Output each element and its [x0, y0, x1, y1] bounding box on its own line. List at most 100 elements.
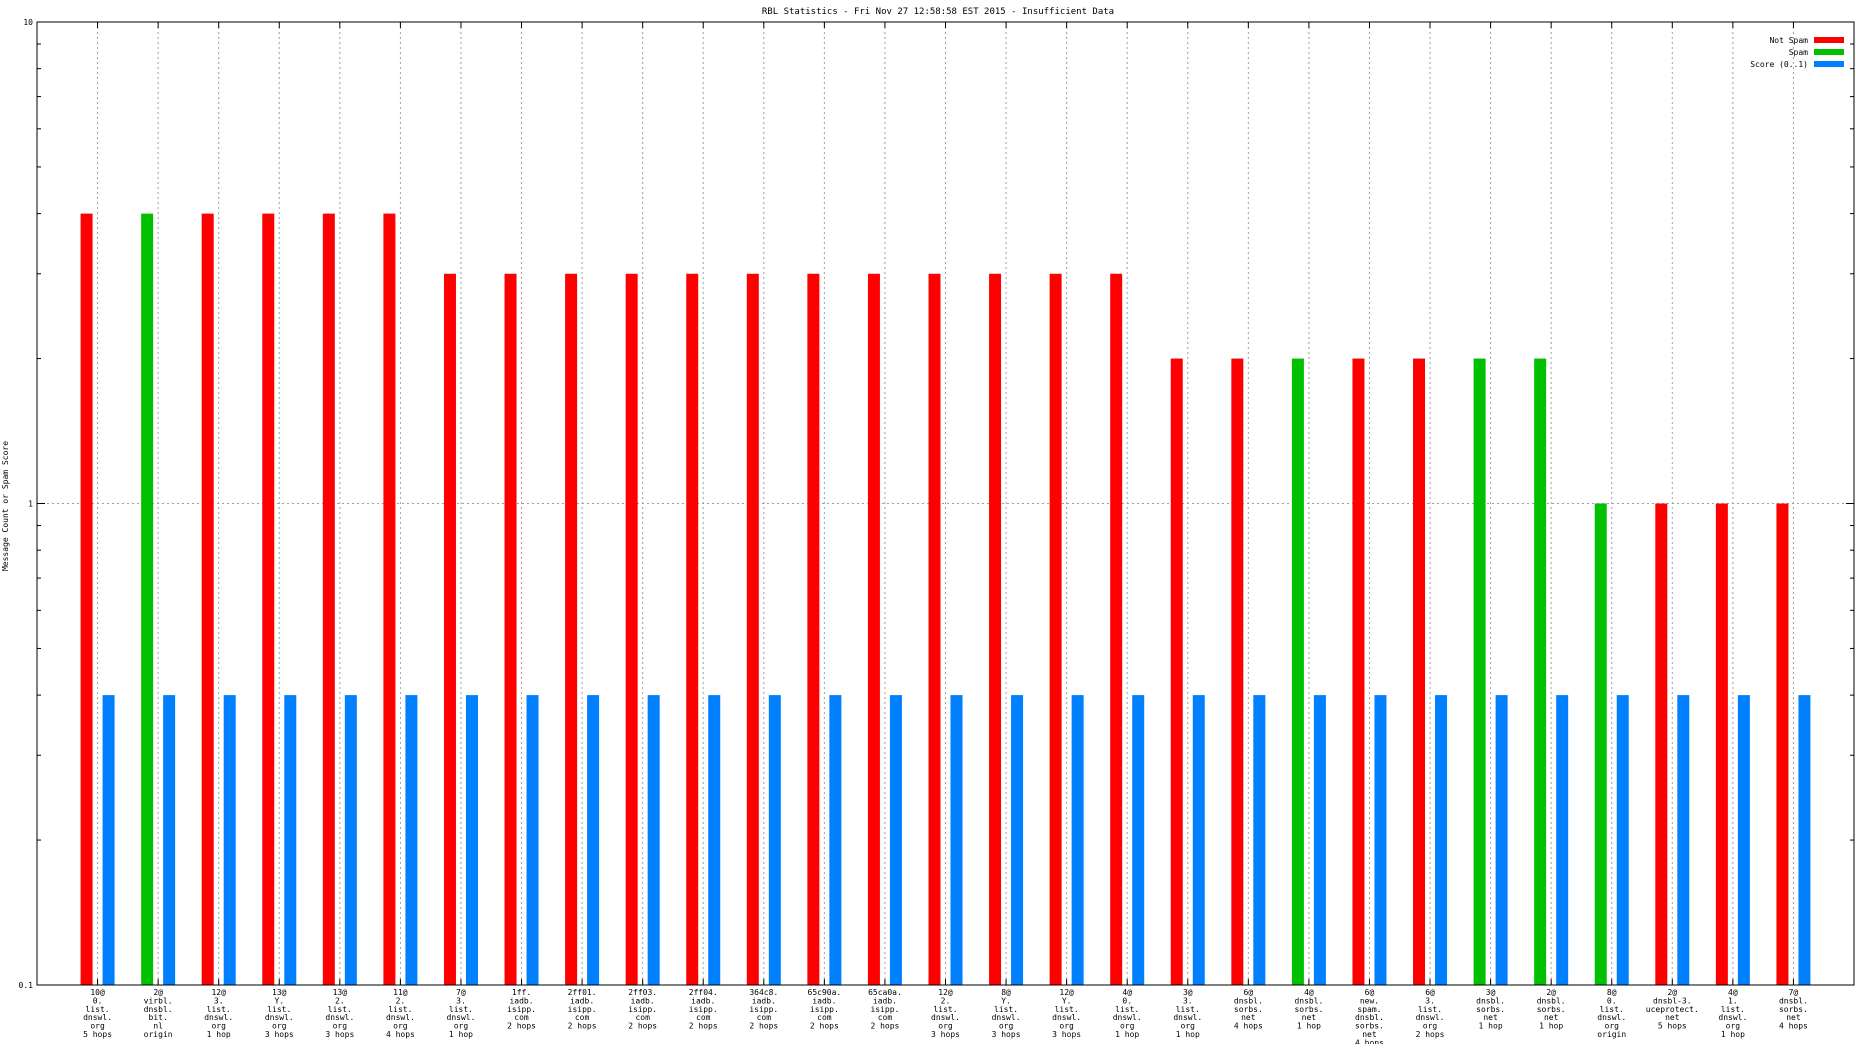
x-tick-label-line: origin: [144, 1030, 173, 1039]
x-tick-label-line: org: [999, 1022, 1014, 1031]
x-tick-label-line: 3@: [1183, 988, 1193, 997]
bar-not-spam: [1776, 503, 1789, 985]
x-tick-label: 6@ dnsbl. sorbs. net 4 hops: [1234, 988, 1263, 1031]
bar-score: [223, 695, 236, 985]
x-tick-label-line: 3.: [214, 996, 224, 1005]
x-tick-label-line: spam.: [1357, 1005, 1381, 1014]
bar-score: [587, 695, 600, 985]
x-tick-label-line: 2 hops: [870, 1022, 899, 1031]
x-tick-label-line: 2 hops: [628, 1022, 657, 1031]
bar-not-spam: [1231, 358, 1244, 985]
bar-spam: [1534, 358, 1547, 985]
x-tick-label-line: 2ff04.: [689, 988, 718, 997]
x-tick-label-line: bit.: [149, 1013, 168, 1022]
x-tick-label-line: 3 hops: [265, 1030, 294, 1039]
x-tick-label-line: list.: [328, 1005, 352, 1014]
bar-not-spam: [443, 273, 456, 985]
x-tick-label-line: 2.: [396, 996, 406, 1005]
bar-score: [526, 695, 539, 985]
x-tick-label-line: 2ff03.: [628, 988, 657, 997]
bar-not-spam: [928, 273, 941, 985]
bar-score: [284, 695, 297, 985]
chart-title: RBL Statistics - Fri Nov 27 12:58:58 EST…: [762, 7, 1114, 17]
x-tick-label-line: com: [817, 1013, 832, 1022]
x-tick-label-line: com: [575, 1013, 590, 1022]
bar-not-spam: [80, 213, 93, 986]
x-tick-label: 364c8. iadb. isipp. com 2 hops: [749, 988, 778, 1031]
x-tick-label-line: 3 hops: [931, 1030, 960, 1039]
x-tick-label-line: iadb.: [509, 996, 533, 1005]
x-tick-label-line: org: [1059, 1022, 1074, 1031]
bar-score: [647, 695, 660, 985]
x-tick-label-line: dnsbl.: [1537, 996, 1566, 1005]
x-tick-label-line: 3@: [1486, 988, 1496, 997]
bar-spam: [1291, 358, 1304, 985]
x-tick-label-line: dnswl.: [1718, 1013, 1747, 1022]
x-tick-label-line: 65c90a.: [808, 988, 842, 997]
x-tick-label-line: 2 hops: [1416, 1030, 1445, 1039]
x-tick-label-line: dnswl.: [992, 1013, 1021, 1022]
x-tick-label-line: com: [514, 1013, 529, 1022]
x-tick-label-line: dnswl.: [1173, 1013, 1202, 1022]
bar-not-spam: [1413, 358, 1426, 985]
grid-lines: [37, 22, 1854, 985]
x-tick-label: 2@ dnsbl. sorbs. net 1 hop: [1537, 988, 1566, 1031]
x-tick-label-line: org: [1605, 1022, 1620, 1031]
x-tick-label-line: net: [1786, 1013, 1801, 1022]
x-tick-label-line: org: [211, 1022, 226, 1031]
bar-score: [465, 695, 478, 985]
x-tick-label-line: net: [1362, 1030, 1377, 1039]
x-tick-label-line: isipp.: [749, 1005, 778, 1014]
x-tick-label-line: dnsbl-3.: [1653, 996, 1692, 1005]
x-tick-label-line: org: [272, 1022, 287, 1031]
bar-score: [768, 695, 781, 985]
x-tick-label-line: sorbs.: [1234, 1005, 1263, 1014]
x-tick-label-line: Y.: [1062, 996, 1072, 1005]
x-tick-label: 6@ new. spam. dnsbl. sorbs. net 4 hops: [1355, 988, 1384, 1044]
x-tick-label-line: 6@: [1244, 988, 1254, 997]
x-tick-label-line: list.: [1055, 1005, 1079, 1014]
x-tick-label-line: Y.: [274, 996, 284, 1005]
x-tick-label-line: com: [635, 1013, 650, 1022]
legend-label: Not Spam: [1769, 36, 1808, 45]
x-tick-label-line: 7@: [456, 988, 466, 997]
x-tick-label-line: 2.: [335, 996, 345, 1005]
x-tick-label-line: net: [1483, 1013, 1498, 1022]
x-tick-label-line: isipp.: [628, 1005, 657, 1014]
bar-score: [1798, 695, 1811, 985]
x-tick-label-line: 3.: [1425, 996, 1435, 1005]
x-tick-label-line: origin: [1597, 1030, 1626, 1039]
bar-not-spam: [625, 273, 638, 985]
x-tick-label-line: 8@: [1001, 988, 1011, 997]
bar-not-spam: [746, 273, 759, 985]
x-tick-label-line: com: [878, 1013, 893, 1022]
x-tick-label-line: org: [1120, 1022, 1135, 1031]
x-tick-label-line: dnswl.: [386, 1013, 415, 1022]
x-tick-label: 11@ 2. list. dnswl. org 4 hops: [386, 988, 415, 1039]
x-tick-label-line: 1 hop: [207, 1030, 231, 1039]
bar-score: [1071, 695, 1084, 985]
x-tick-label-line: iadb.: [752, 996, 776, 1005]
legend: Not Spam Spam Score (0..1): [1750, 36, 1844, 69]
x-tick-label-line: 1 hop: [1539, 1022, 1563, 1031]
x-tick-label-line: 0.: [1607, 996, 1617, 1005]
bar-score: [889, 695, 902, 985]
x-tick-label-line: 3 hops: [992, 1030, 1021, 1039]
x-tick-label-line: Y.: [1001, 996, 1011, 1005]
x-tick-label-line: nl: [153, 1022, 163, 1031]
bar-not-spam: [1049, 273, 1062, 985]
x-tick-label: 2ff03. iadb. isipp. com 2 hops: [628, 988, 657, 1031]
x-tick-label-line: 3.: [456, 996, 466, 1005]
bar-score: [1011, 695, 1024, 985]
legend-label: Spam: [1789, 48, 1808, 57]
x-tick-label-line: list.: [86, 1005, 110, 1014]
x-tick-label-line: 1ff.: [512, 988, 531, 997]
x-tick-label-line: 5 hops: [83, 1030, 112, 1039]
x-tick-label-line: virbl.: [144, 996, 173, 1005]
x-tick-label-line: iadb.: [812, 996, 836, 1005]
bar-score: [344, 695, 357, 985]
bar-score: [708, 695, 721, 985]
x-tick-label: 12@ 2. list. dnswl. org 3 hops: [931, 988, 960, 1039]
x-tick-label-line: 13@: [272, 988, 287, 997]
